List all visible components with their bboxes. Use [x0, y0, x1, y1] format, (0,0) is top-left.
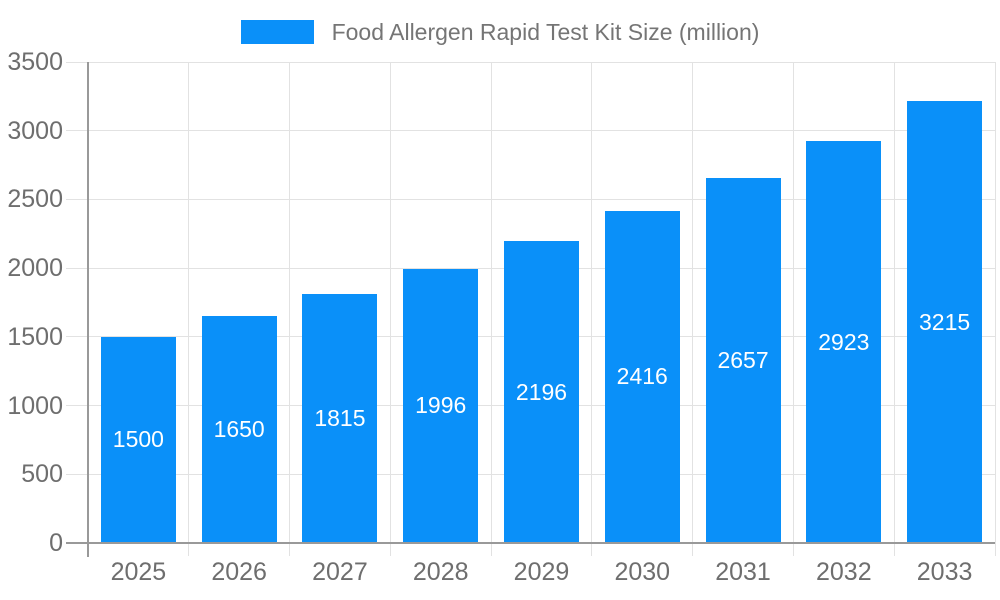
- x-axis-tick: [188, 543, 190, 556]
- gridline-vertical: [188, 62, 190, 543]
- gridline-vertical: [893, 62, 895, 543]
- y-axis-tick: [66, 267, 88, 269]
- bar-value-label: 2657: [717, 346, 769, 373]
- bar-2030[interactable]: 2416: [604, 210, 680, 543]
- bar-value-label: 1500: [112, 426, 164, 453]
- gridline-vertical: [389, 62, 391, 543]
- gridline-horizontal: [88, 130, 995, 132]
- x-tick-label: 2029: [513, 558, 570, 586]
- y-axis-tick: [66, 473, 88, 475]
- bar-2026[interactable]: 1650: [201, 316, 277, 543]
- y-tick-label: 3500: [7, 48, 63, 76]
- bar-2025[interactable]: 1500: [100, 336, 176, 543]
- x-axis-tick: [994, 543, 996, 556]
- x-axis-tick: [289, 543, 291, 556]
- gridline-vertical: [289, 62, 291, 543]
- gridline-vertical: [994, 62, 996, 543]
- gridline-horizontal: [88, 61, 995, 63]
- gridline-vertical: [490, 62, 492, 543]
- bar-2028[interactable]: 1996: [403, 268, 479, 543]
- y-tick-label: 2500: [7, 185, 63, 214]
- bar-value-label: 1650: [213, 416, 265, 443]
- gridline-vertical: [692, 62, 694, 543]
- x-tick-label: 2033: [916, 558, 973, 586]
- bar-value-label: 3215: [919, 308, 971, 335]
- legend-swatch: [240, 20, 314, 44]
- bar-value-label: 2416: [616, 363, 668, 390]
- x-tick-label: 2031: [715, 558, 771, 586]
- y-axis-line: [87, 62, 89, 557]
- y-axis-tick: [66, 405, 88, 407]
- y-axis-tick: [66, 130, 88, 132]
- y-tick-label: 1000: [7, 391, 63, 420]
- y-axis-tick: [66, 336, 88, 338]
- x-axis-tick: [893, 543, 895, 556]
- y-tick-label: 1500: [7, 322, 63, 351]
- gridline-horizontal: [88, 198, 995, 200]
- x-tick-label: 2028: [412, 558, 469, 586]
- x-axis-tick: [490, 543, 492, 556]
- chart-legend[interactable]: Food Allergen Rapid Test Kit Size (milli…: [0, 20, 1000, 44]
- x-axis-tick: [591, 543, 593, 556]
- x-axis-tick: [792, 543, 794, 556]
- y-tick-label: 3000: [7, 116, 63, 145]
- y-axis-tick: [66, 61, 88, 63]
- bar-value-label: 2196: [515, 378, 568, 405]
- x-tick-label: 2030: [614, 558, 671, 586]
- x-tick-label: 2026: [211, 558, 267, 586]
- legend-label: Food Allergen Rapid Test Kit Size (milli…: [331, 19, 760, 45]
- bar-2031[interactable]: 2657: [705, 177, 781, 543]
- gridline-vertical: [591, 62, 593, 543]
- x-tick-label: 2025: [110, 558, 167, 586]
- gridline-vertical: [792, 62, 794, 543]
- x-axis-line: [66, 542, 995, 544]
- y-tick-label: 2000: [7, 254, 63, 283]
- x-tick-label: 2027: [312, 558, 368, 586]
- x-axis-tick: [692, 543, 694, 556]
- bar-value-label: 2923: [818, 328, 870, 355]
- bar-value-label: 1996: [415, 392, 467, 419]
- y-tick-label: 0: [49, 529, 63, 557]
- y-axis-tick: [66, 198, 88, 200]
- bar-2032[interactable]: 2923: [806, 141, 882, 543]
- y-tick-label: 500: [21, 460, 63, 489]
- x-tick-label: 2032: [816, 558, 872, 586]
- x-axis-tick: [389, 543, 391, 556]
- bar-value-label: 1815: [314, 404, 366, 431]
- bar-2029[interactable]: 2196: [504, 241, 579, 543]
- bar-2033[interactable]: 3215: [907, 101, 983, 543]
- bar-2027[interactable]: 1815: [302, 293, 378, 543]
